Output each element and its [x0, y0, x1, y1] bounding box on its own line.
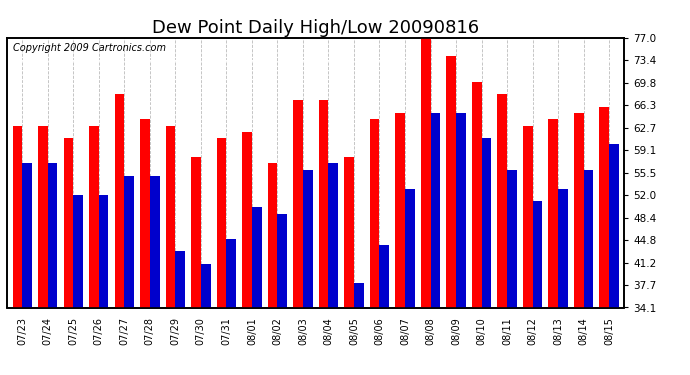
Bar — [115, 94, 124, 375]
Bar — [482, 138, 491, 375]
Bar — [191, 157, 201, 375]
Bar — [217, 138, 226, 375]
Bar — [446, 56, 456, 375]
Bar — [63, 138, 73, 375]
Bar — [73, 195, 83, 375]
Bar — [523, 126, 533, 375]
Bar — [421, 38, 431, 375]
Bar — [609, 144, 619, 375]
Bar — [328, 164, 338, 375]
Bar — [600, 107, 609, 375]
Bar — [124, 176, 134, 375]
Bar — [38, 126, 48, 375]
Bar — [370, 119, 380, 375]
Bar — [354, 283, 364, 375]
Bar — [22, 164, 32, 375]
Bar — [48, 164, 57, 375]
Bar — [574, 113, 584, 375]
Bar — [472, 81, 482, 375]
Bar — [533, 201, 542, 375]
Text: Copyright 2009 Cartronics.com: Copyright 2009 Cartronics.com — [13, 43, 166, 53]
Bar — [99, 195, 108, 375]
Bar — [166, 126, 175, 375]
Bar — [252, 207, 262, 375]
Bar — [395, 113, 405, 375]
Bar — [380, 245, 389, 375]
Bar — [497, 94, 507, 375]
Bar — [507, 170, 517, 375]
Bar — [268, 164, 277, 375]
Bar — [201, 264, 210, 375]
Bar — [405, 189, 415, 375]
Bar — [89, 126, 99, 375]
Bar — [558, 189, 568, 375]
Bar — [456, 113, 466, 375]
Bar — [12, 126, 22, 375]
Title: Dew Point Daily High/Low 20090816: Dew Point Daily High/Low 20090816 — [152, 20, 480, 38]
Bar — [226, 239, 236, 375]
Bar — [277, 214, 287, 375]
Bar — [242, 132, 252, 375]
Bar — [150, 176, 159, 375]
Bar — [549, 119, 558, 375]
Bar — [584, 170, 593, 375]
Bar — [303, 170, 313, 375]
Bar — [319, 100, 328, 375]
Bar — [175, 252, 185, 375]
Bar — [344, 157, 354, 375]
Bar — [431, 113, 440, 375]
Bar — [140, 119, 150, 375]
Bar — [293, 100, 303, 375]
